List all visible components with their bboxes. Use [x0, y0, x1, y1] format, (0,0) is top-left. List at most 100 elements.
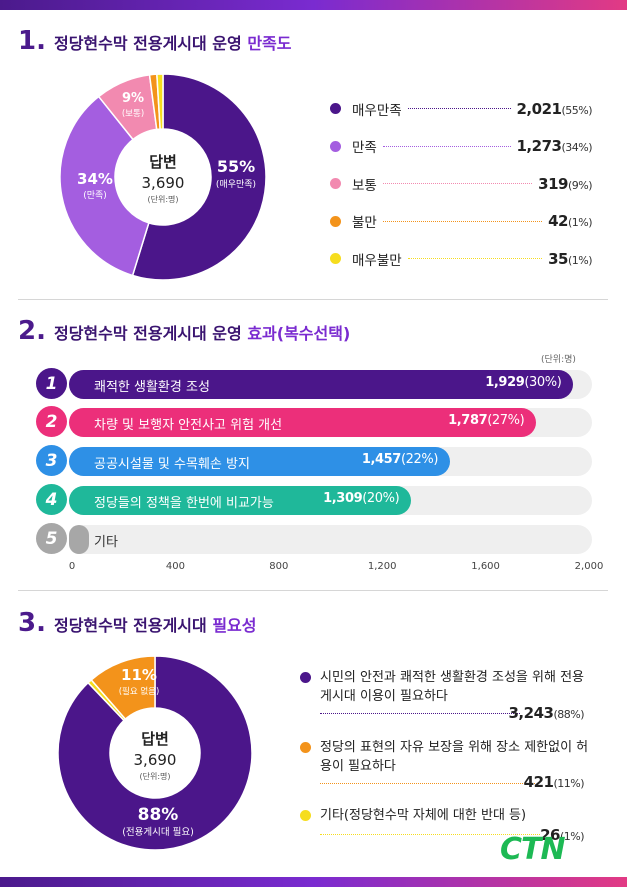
divider-2	[18, 590, 608, 591]
bar-number-badge: 1	[36, 368, 67, 399]
donut1-center-unit: (단위:명)	[147, 194, 178, 204]
legend-value: 1,273(34%)	[516, 137, 593, 156]
slice-label-satisfied-name: (만족)	[83, 190, 107, 201]
satisfaction-donut-chart: 답변 3,690 (단위:명) 55% (매우만족) 34% (만족) 9% (…	[59, 73, 267, 281]
section3-number: 3.	[18, 608, 46, 638]
slice-label-neutral-pct: 9%	[122, 91, 144, 106]
bar-label: 쾌적한 생활환경 조성	[94, 380, 210, 395]
section1-title: 1. 정당현수막 전용게시대 운영 만족도	[18, 26, 292, 56]
divider-1	[18, 299, 608, 300]
bar-value: 1,457(22%)	[361, 452, 439, 467]
bar-label: 차량 및 보행자 안전사고 위험 개선	[94, 418, 283, 433]
legend-dot-icon	[330, 140, 341, 152]
top-gradient-bar	[0, 0, 627, 10]
x-tick-label: 0	[68, 561, 76, 572]
x-tick-label: 400	[165, 561, 185, 572]
donut2-center-unit: (단위:명)	[139, 771, 170, 781]
legend-leader-line	[382, 220, 543, 222]
bottom-gradient-bar	[0, 877, 627, 887]
slice-label-satisfied-pct: 34%	[77, 170, 113, 188]
bar-value: 1,787(27%)	[448, 413, 525, 428]
necessity-legend-free: 정당의 표현의 자유 보장을 위해 장소 제한없이 허용이 필요하다 421(1…	[300, 738, 590, 793]
section3-title: 3. 정당현수막 전용게시대 필요성	[18, 608, 256, 638]
legend-label: 매우만족	[352, 102, 402, 119]
section3-title-highlight: 필요성	[212, 616, 257, 635]
legend-value: 35(1%)	[548, 249, 592, 268]
x-tick-label: 800	[269, 561, 289, 572]
slice-label-very-satisfied-pct: 55%	[217, 157, 255, 176]
legend-text: 정당의 표현의 자유 보장을 위해 장소 제한없이 허용이 필요하다	[320, 740, 589, 774]
section2-number: 2.	[18, 316, 46, 346]
section3-title-text: 정당현수막 전용게시대	[53, 616, 213, 635]
legend-dot-icon	[300, 810, 311, 821]
bar-row-5: 5 기타	[36, 523, 596, 554]
bar-fill	[69, 370, 574, 399]
donut2-center-total: 3,690	[134, 751, 177, 769]
legend-label: 매우불만	[352, 252, 402, 269]
legend-label: 만족	[352, 140, 377, 157]
donut2-center-title: 답변	[141, 730, 169, 748]
slice-label-needed-name: (전용게시대 필요)	[122, 826, 194, 838]
bar-label: 공공시설물 및 수목훼손 방지	[94, 457, 250, 472]
legend-leader-line	[382, 183, 533, 185]
satisfaction-legend: 매우만족 2,021(55%) 만족 1,273(34%) 보통 319(9%)…	[330, 90, 593, 278]
donut1-center	[115, 129, 211, 225]
legend-value: 3,243(88%)	[508, 704, 585, 722]
bar-row-1: 1 쾌적한 생활환경 조성 1,929(30%)	[36, 368, 596, 399]
section1-title-text: 정당현수막 전용게시대 운영	[53, 34, 248, 53]
donut2-center	[110, 708, 200, 798]
legend-row-very-dissatisfied: 매우불만 35(1%)	[330, 240, 593, 278]
legend-value: 26(1%)	[540, 826, 584, 844]
donut1-center-total: 3,690	[142, 174, 185, 192]
necessity-legend-other: 기타(정당현수막 자체에 대한 반대 등) 26(1%)	[300, 806, 590, 846]
legend-dot-icon	[300, 672, 311, 683]
legend-leader-line	[407, 258, 543, 260]
bar-number-badge: 4	[36, 484, 67, 515]
legend-dot-icon	[330, 103, 341, 115]
legend-dot-icon	[330, 215, 341, 227]
bar-fill	[69, 525, 89, 554]
slice-label-very-satisfied-name: (매우만족)	[216, 179, 256, 190]
legend-row-dissatisfied: 불만 42(1%)	[330, 203, 593, 241]
section2-title-highlight: 효과(복수선택)	[247, 324, 351, 343]
bar-row-2: 2 차량 및 보행자 안전사고 위험 개선 1,787(27%)	[36, 406, 596, 437]
bar-row-3: 3 공공시설물 및 수목훼손 방지 1,457(22%)	[36, 445, 596, 476]
bar-fill	[69, 486, 412, 515]
section1-title-highlight: 만족도	[247, 34, 292, 53]
bar-number-badge: 2	[36, 406, 67, 437]
legend-value: 421(11%)	[523, 773, 585, 791]
bar-chart-unit: (단위:명)	[541, 355, 576, 365]
x-tick-label: 1,600	[471, 561, 500, 572]
bar-track	[69, 525, 592, 554]
legend-leader-line	[382, 145, 511, 147]
legend-label: 보통	[352, 177, 377, 194]
legend-leader-line	[407, 108, 511, 110]
bar-row-4: 4 정당들의 정책을 한번에 비교가능 1,309(20%)	[36, 484, 596, 515]
legend-leader-line	[320, 834, 540, 835]
slice-label-not-needed-name: (필요 없음)	[119, 686, 160, 697]
bar-label: 기타	[94, 535, 118, 550]
bar-fill	[69, 408, 537, 437]
bar-value: 1,309(20%)	[323, 491, 400, 506]
x-tick-label: 1,200	[367, 561, 397, 572]
necessity-legend-needed: 시민의 안전과 쾌적한 생활환경 조성을 위해 전용게시대 이용이 필요하다 3…	[300, 668, 590, 723]
bar-label: 정당들의 정책을 한번에 비교가능	[94, 496, 274, 511]
section2-title-text: 정당현수막 전용게시대 운영	[53, 324, 248, 343]
section1-number: 1.	[18, 26, 46, 56]
section2-title: 2. 정당현수막 전용게시대 운영 효과(복수선택)	[18, 316, 350, 346]
legend-leader-line	[320, 713, 520, 714]
bar-fill	[69, 447, 450, 476]
ctn-logo: CTN	[500, 832, 566, 867]
legend-label: 불만	[352, 215, 377, 232]
legend-leader-line	[320, 783, 535, 784]
legend-value: 42(1%)	[548, 212, 592, 231]
x-tick-label: 2,000	[574, 561, 604, 572]
legend-row-very-satisfied: 매우만족 2,021(55%)	[330, 90, 592, 128]
legend-dot-icon	[330, 253, 341, 265]
legend-value: 2,021(55%)	[516, 99, 593, 118]
bar-number-badge: 3	[36, 445, 67, 476]
legend-dot-icon	[300, 742, 311, 753]
slice-label-neutral-name: (보통)	[122, 109, 144, 119]
slice-label-needed-pct: 88%	[138, 805, 179, 825]
